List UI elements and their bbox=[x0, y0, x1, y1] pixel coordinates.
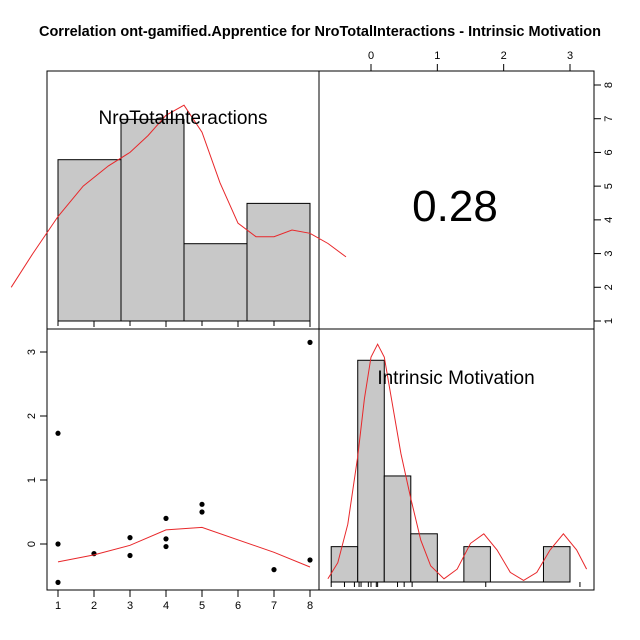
scatter-point-8 bbox=[163, 543, 169, 550]
variable-label-nro-total-interactions: NroTotalInteractions bbox=[99, 108, 268, 129]
right-tick-label-0: 1 bbox=[603, 318, 615, 324]
hist-x-bar-2 bbox=[183, 243, 248, 322]
panel-bottom-left-frame bbox=[46, 328, 320, 591]
scatter-point-6 bbox=[163, 515, 169, 522]
hist-y-bar-2 bbox=[383, 475, 412, 583]
scatter-point-7 bbox=[163, 536, 169, 542]
bottom-tick-label-4: 5 bbox=[199, 600, 205, 612]
right-tick-label-3: 4 bbox=[603, 217, 615, 223]
scatter-point-0 bbox=[55, 430, 61, 436]
correlation-value: 0.28 bbox=[412, 182, 498, 231]
bottom-tick-label-7: 8 bbox=[307, 600, 313, 612]
right-tick-label-1: 2 bbox=[603, 284, 615, 290]
bottom-tick-label-1: 2 bbox=[91, 600, 97, 612]
top-tick-label-2: 2 bbox=[501, 50, 507, 62]
top-tick-label-0: 0 bbox=[368, 50, 374, 62]
hist-y-bar-1 bbox=[357, 359, 385, 583]
histogram-nro-total-interactions bbox=[10, 104, 347, 326]
right-tick-label-5: 6 bbox=[603, 149, 615, 155]
axes: 1 2 3 4 5 6 7 8 0 1 2 3 0 1 2 3 1 2 3 4 5 6 7 8 bbox=[26, 50, 615, 612]
left-tick-label-0: 0 bbox=[26, 541, 38, 547]
bottom-tick-label-6: 7 bbox=[271, 600, 277, 612]
top-tick-label-3: 3 bbox=[567, 50, 573, 62]
top-tick-label-1: 1 bbox=[434, 50, 440, 62]
hist-y-bar-5 bbox=[463, 546, 491, 583]
left-tick-label-2: 2 bbox=[26, 413, 38, 419]
histogram-intrinsic-motivation bbox=[327, 343, 588, 587]
hist-y-bar-7 bbox=[542, 546, 571, 583]
scatter-point-2 bbox=[55, 579, 61, 586]
bottom-tick-label-3: 4 bbox=[163, 600, 169, 612]
hist-y-density-curve bbox=[327, 343, 588, 581]
right-tick-label-2: 3 bbox=[603, 251, 615, 257]
left-tick-label-1: 1 bbox=[26, 477, 38, 483]
hist-x-bar-1 bbox=[120, 118, 185, 322]
variable-label-intrinsic-motivation: Intrinsic Motivation bbox=[377, 368, 534, 389]
scatter-point-12 bbox=[307, 339, 313, 345]
right-tick-label-4: 5 bbox=[603, 183, 615, 189]
hist-x-density-curve bbox=[10, 104, 347, 288]
panel-bottom-right-frame bbox=[318, 328, 595, 591]
hist-y-bar-3 bbox=[410, 533, 438, 583]
hist-x-bar-3 bbox=[246, 202, 311, 322]
scatter-panel bbox=[55, 339, 313, 586]
bottom-tick-label-2: 3 bbox=[127, 600, 133, 612]
right-tick-label-7: 8 bbox=[603, 82, 615, 88]
scatter-point-9 bbox=[199, 501, 205, 507]
scatter-point-11 bbox=[271, 567, 277, 573]
hist-y-bar-0 bbox=[330, 546, 359, 583]
scatter-point-5 bbox=[127, 552, 133, 559]
scatter-point-4 bbox=[127, 535, 133, 541]
left-tick-label-3: 3 bbox=[26, 349, 38, 355]
scatter-point-1 bbox=[55, 541, 61, 547]
right-tick-label-6: 7 bbox=[603, 116, 615, 122]
hist-x-bar-0 bbox=[57, 159, 122, 322]
scatter-point-10 bbox=[199, 509, 205, 515]
bottom-tick-label-0: 1 bbox=[55, 600, 61, 612]
bottom-tick-label-5: 6 bbox=[235, 600, 241, 612]
chart-title: Correlation ont-gamified.Apprentice for … bbox=[39, 24, 601, 40]
scatter-point-13 bbox=[307, 557, 313, 563]
scatter-smooth-line bbox=[57, 526, 311, 568]
